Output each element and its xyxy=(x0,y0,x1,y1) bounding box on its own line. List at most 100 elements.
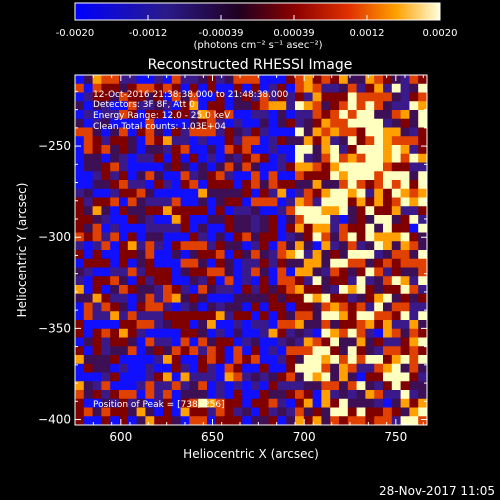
heatmap-cell xyxy=(154,355,164,365)
heatmap-cell xyxy=(224,171,234,181)
heatmap-cell xyxy=(321,302,331,312)
heatmap-cell xyxy=(418,215,427,225)
heatmap-cell xyxy=(207,197,217,207)
heatmap-cell xyxy=(330,215,340,225)
heatmap-cell xyxy=(383,372,393,382)
heatmap-cell xyxy=(286,136,296,146)
heatmap-cell xyxy=(303,328,314,338)
heatmap-cell xyxy=(259,416,270,425)
heatmap-cell xyxy=(400,118,410,128)
heatmap-cell xyxy=(365,285,375,295)
heatmap-cell xyxy=(198,188,208,198)
heatmap-cell xyxy=(224,320,234,330)
heatmap-cell xyxy=(303,363,314,373)
heatmap-cell xyxy=(321,276,331,286)
heatmap-cell xyxy=(136,197,146,207)
y-tick-label: −250 xyxy=(38,139,71,153)
heatmap-cell xyxy=(259,363,270,373)
heatmap-cell xyxy=(303,241,314,251)
heatmap-cell xyxy=(347,311,358,321)
heatmap-cell xyxy=(303,355,314,365)
heatmap-cell xyxy=(365,328,375,338)
heatmap-cell xyxy=(295,206,305,216)
heatmap-cell xyxy=(171,92,182,102)
heatmap-cell xyxy=(233,328,243,338)
heatmap-cell xyxy=(189,328,199,338)
heatmap-cell xyxy=(145,162,155,172)
heatmap-cell xyxy=(75,180,85,190)
heatmap-cell xyxy=(400,162,410,172)
heatmap-cell xyxy=(163,267,173,277)
heatmap-cell xyxy=(215,145,226,155)
heatmap-cell xyxy=(268,250,278,260)
heatmap-cell xyxy=(409,180,419,190)
heatmap-cell xyxy=(251,136,261,146)
heatmap-cell xyxy=(259,232,270,242)
heatmap-cell xyxy=(198,398,208,408)
colorbar-ticks: -0.0020 -0.0012 -0.00039 0.00039 0.0012 0.002… xyxy=(56,15,458,39)
heatmap-cell xyxy=(145,416,155,425)
heatmap-cell xyxy=(92,153,102,163)
heatmap-cell xyxy=(242,390,252,400)
heatmap-cell xyxy=(92,285,102,295)
heatmap-cell xyxy=(75,188,85,198)
heatmap-cell xyxy=(400,416,410,425)
heatmap-cell xyxy=(277,372,287,382)
heatmap-cell xyxy=(163,311,173,321)
heatmap-cell xyxy=(365,363,375,373)
heatmap-cell xyxy=(374,162,384,172)
heatmap-cell xyxy=(277,381,287,391)
heatmap-cell xyxy=(101,127,111,137)
heatmap-cell xyxy=(347,398,358,408)
heatmap-cell xyxy=(400,302,410,312)
heatmap-cell xyxy=(110,118,120,128)
heatmap-cell xyxy=(189,162,199,172)
heatmap-cell xyxy=(154,311,164,321)
heatmap-cell xyxy=(215,197,226,207)
heatmap-cell xyxy=(180,363,190,373)
heatmap-cell xyxy=(224,110,234,120)
heatmap-cell xyxy=(92,162,102,172)
heatmap-cell xyxy=(163,250,173,260)
heatmap-cell xyxy=(136,285,146,295)
heatmap-cell xyxy=(303,276,314,286)
heatmap-cell xyxy=(101,223,111,233)
heatmap-cell xyxy=(224,136,234,146)
heatmap-cell xyxy=(180,416,190,425)
heatmap-cell xyxy=(198,285,208,295)
heatmap-cell xyxy=(233,171,243,181)
heatmap-cell xyxy=(119,180,129,190)
heatmap-cell xyxy=(198,407,208,417)
heatmap-cell xyxy=(295,250,305,260)
heatmap-cell xyxy=(295,293,305,303)
heatmap-cell xyxy=(259,188,270,198)
heatmap-cell xyxy=(409,276,419,286)
heatmap-cell xyxy=(92,145,102,155)
heatmap-cell xyxy=(189,241,199,251)
heatmap-cell xyxy=(251,267,261,277)
heatmap-cell xyxy=(127,372,138,382)
heatmap-cell xyxy=(330,145,340,155)
heatmap-cell xyxy=(365,223,375,233)
heatmap-cell xyxy=(383,311,393,321)
heatmap-cell xyxy=(242,302,252,312)
heatmap-cell xyxy=(189,390,199,400)
heatmap-cell xyxy=(233,355,243,365)
heatmap-cell xyxy=(418,276,427,286)
heatmap-cell xyxy=(321,188,331,198)
heatmap-cell xyxy=(347,285,358,295)
heatmap-cell xyxy=(207,311,217,321)
heatmap-cell xyxy=(163,285,173,295)
heatmap-cell xyxy=(110,346,120,356)
heatmap-cell xyxy=(101,83,111,93)
heatmap-cell xyxy=(339,92,349,102)
heatmap-cell xyxy=(365,75,375,85)
heatmap-cell xyxy=(92,320,102,330)
heatmap-cell xyxy=(295,258,305,268)
heatmap-cell xyxy=(286,223,296,233)
heatmap-cell xyxy=(286,311,296,321)
heatmap-cell xyxy=(215,381,226,391)
heatmap-cell xyxy=(409,328,419,338)
heatmap-cell xyxy=(180,258,190,268)
heatmap-cell xyxy=(277,101,287,111)
